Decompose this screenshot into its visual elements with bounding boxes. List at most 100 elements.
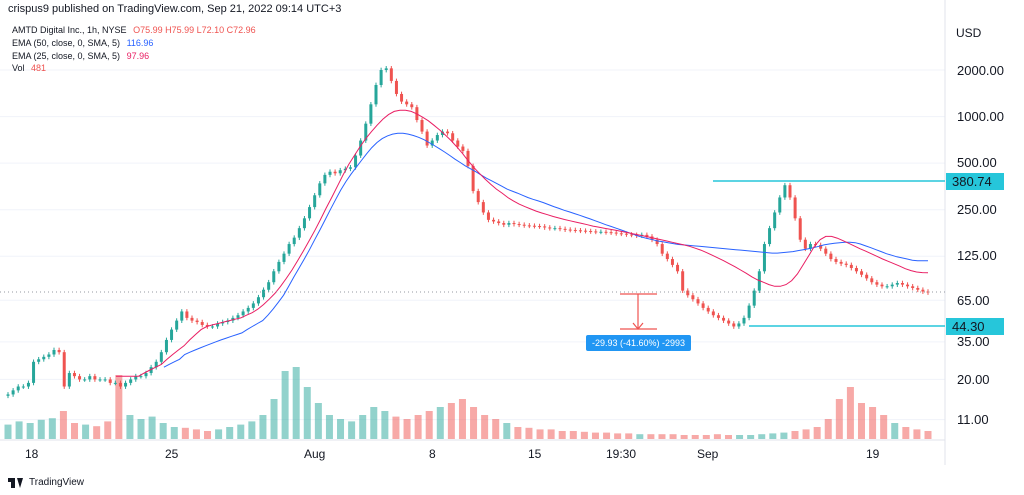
candle-body [394, 80, 398, 94]
volume-bar [802, 429, 810, 439]
volume-label[interactable]: Vol [12, 63, 25, 73]
volume-bar [82, 424, 90, 439]
candle-body [241, 311, 245, 316]
tradingview-footer[interactable]: TradingView [8, 477, 84, 488]
volume-bar [359, 415, 367, 439]
candle-body [875, 282, 879, 285]
volume-bar [669, 434, 677, 439]
volume-bar [392, 416, 400, 439]
volume-bar [769, 433, 777, 439]
candle-body [619, 233, 623, 235]
candle-body [144, 373, 148, 377]
legend-ema25-row: EMA (25, close, 0, SMA, 5) 97.96 [12, 51, 149, 61]
candle-body [62, 352, 66, 387]
candle-body [297, 228, 301, 238]
candle-body [364, 123, 368, 141]
volume-bar [325, 415, 333, 439]
currency-label[interactable]: USD [956, 26, 982, 40]
candle-body [609, 232, 613, 234]
candle-body [701, 303, 705, 308]
candle-body [139, 376, 143, 378]
ohlc-values: O75.99 H75.99 L72.10 C72.96 [133, 25, 256, 35]
volume-bar [403, 419, 411, 439]
price-tick: 1000.00 [957, 109, 1004, 124]
volume-bar [603, 432, 611, 439]
volume-bar [813, 427, 821, 439]
candle-body [93, 376, 97, 380]
volume-bar [381, 411, 389, 439]
candle-body [711, 311, 715, 316]
time-tick: 25 [165, 447, 179, 461]
candle-body [895, 283, 899, 285]
candle-body [568, 229, 572, 231]
candle-body [272, 271, 276, 283]
volume-bar [370, 407, 378, 439]
legend-symbol-row: AMTD Digital Inc., 1h, NYSE O75.99 H75.9… [12, 25, 256, 35]
candle-body [584, 230, 588, 232]
candle-body [323, 174, 327, 184]
candle-body [425, 131, 429, 146]
candle-body [149, 367, 153, 374]
volume-bar [59, 411, 67, 439]
price-tick: 250.00 [957, 202, 997, 217]
volume-bar [547, 429, 555, 439]
candle-body [231, 317, 235, 321]
price-tick: 35.00 [957, 334, 990, 349]
candle-body [308, 207, 312, 219]
candle-body [108, 379, 112, 383]
volume-bar [270, 399, 278, 439]
candle-body [6, 394, 10, 396]
volume-bar [159, 423, 167, 439]
ema25-label[interactable]: EMA (25, close, 0, SMA, 5) [12, 51, 121, 61]
candle-body [778, 197, 782, 213]
volume-bar [348, 421, 356, 439]
volume-bar [192, 429, 200, 439]
candle-body [461, 146, 465, 151]
candle-body [788, 185, 792, 198]
candle-body [313, 195, 317, 208]
volume-bar [248, 421, 256, 439]
candle-body [819, 244, 823, 249]
candle-body [660, 244, 664, 254]
ema50-label[interactable]: EMA (50, close, 0, SMA, 5) [12, 38, 121, 48]
volume-bar [458, 399, 466, 439]
price-badge-bottom: 44.30 [946, 318, 1004, 335]
candle-body [262, 289, 266, 298]
candle-body [594, 231, 598, 233]
candle-body [267, 282, 271, 290]
candle-body [808, 244, 812, 249]
candle-body [911, 286, 915, 288]
candle-body [446, 131, 450, 134]
candle-body [849, 264, 853, 269]
candle-body [589, 231, 593, 233]
candle-body [803, 239, 807, 249]
candle-body [532, 225, 536, 227]
symbol-name[interactable]: AMTD Digital Inc., 1h, NYSE [12, 25, 127, 35]
candle-body [205, 324, 209, 327]
candle-body [548, 227, 552, 229]
volume-bar [226, 427, 234, 439]
candle-body [83, 379, 87, 381]
candle-body [129, 379, 133, 383]
candle-body [681, 271, 685, 291]
volume-bar [492, 419, 500, 439]
candle-body [870, 278, 874, 283]
candle-body [180, 311, 184, 321]
candle-body [844, 263, 848, 265]
volume-bar [780, 432, 788, 439]
candle-body [630, 234, 634, 236]
candle-body [573, 229, 577, 231]
candle-body [420, 120, 424, 132]
candle-body [762, 244, 766, 272]
ema25-value: 97.96 [126, 51, 150, 61]
candle-body [164, 339, 168, 353]
candle-body [256, 297, 260, 304]
volume-bar [647, 434, 655, 439]
candle-body [11, 390, 15, 395]
candle-body [839, 261, 843, 264]
candle-body [752, 290, 756, 306]
volume-bar [126, 415, 134, 439]
candle-body [236, 315, 240, 318]
volume-bar [569, 431, 577, 439]
